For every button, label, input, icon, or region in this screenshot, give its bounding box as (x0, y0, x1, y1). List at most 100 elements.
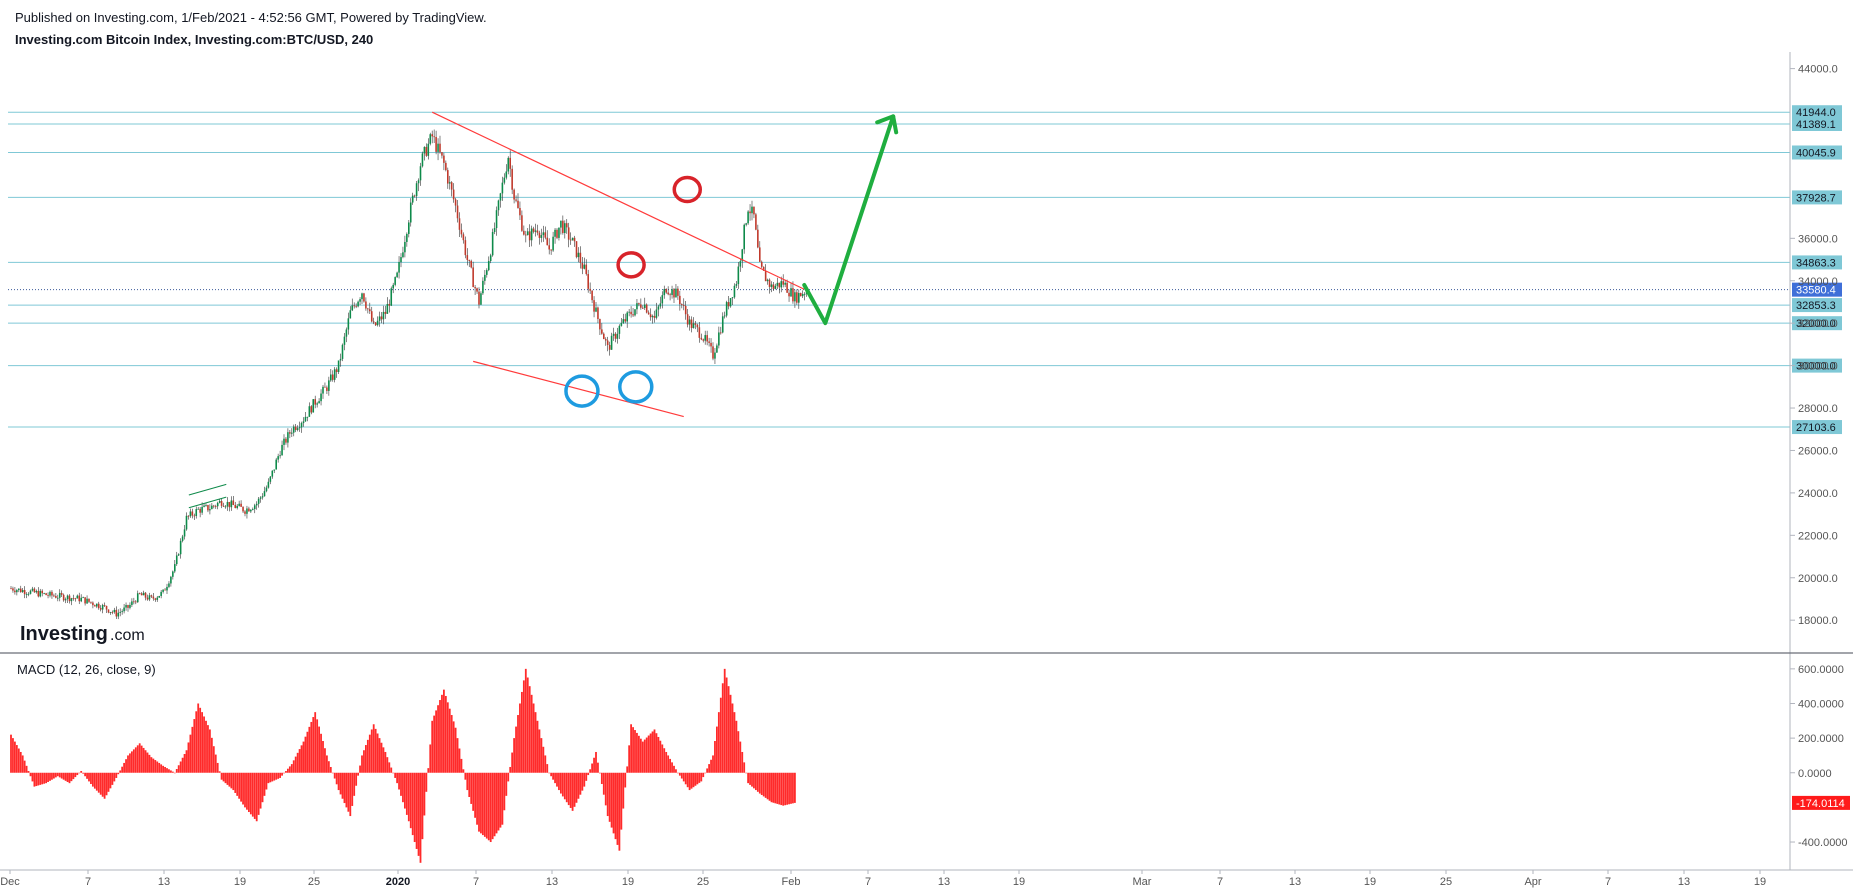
candle-body (735, 284, 738, 286)
candle-body (419, 166, 422, 181)
marker-circle (618, 370, 654, 404)
candle-body (757, 229, 759, 248)
candle-body (127, 605, 129, 608)
macd-bar (690, 772, 693, 789)
candle-body (398, 262, 400, 273)
candle-body (782, 281, 784, 285)
candle-body (622, 319, 625, 323)
candle-body (138, 593, 141, 595)
macd-bar (99, 772, 102, 795)
macd-bar (396, 772, 398, 784)
candle-body (369, 309, 371, 312)
macd-bar (164, 766, 166, 773)
macd-bar (288, 766, 291, 773)
macd-bar (425, 772, 428, 792)
candle-body (585, 264, 588, 275)
candle-body (415, 183, 418, 197)
candle-body (470, 260, 472, 268)
candle-body (554, 229, 556, 237)
time-tick-label: 7 (85, 876, 91, 888)
time-tick-label: 19 (234, 876, 246, 888)
macd-bar (532, 703, 535, 773)
macd-bar (760, 772, 763, 795)
time-tick-label: Feb (782, 876, 801, 888)
level-label: 41389.1 (1796, 119, 1836, 131)
macd-bar (686, 772, 689, 788)
candle-body (624, 319, 627, 322)
candle-body (462, 234, 465, 241)
macd-bar (105, 772, 108, 796)
candle-body (400, 257, 402, 263)
macd-bar (343, 772, 346, 804)
chart-title: Investing.com Bitcoin Index, Investing.c… (15, 32, 374, 47)
candle-body (308, 406, 311, 417)
candle-body (610, 335, 613, 350)
candle-body (207, 505, 209, 511)
macd-bar (327, 761, 330, 773)
macd-bar (316, 719, 319, 773)
candle-body (741, 249, 744, 262)
marker-circle (616, 251, 646, 279)
time-tick-label: 13 (546, 876, 558, 888)
time-tick-label: 19 (1013, 876, 1025, 888)
candle-body (380, 316, 383, 320)
macd-bar (107, 772, 110, 792)
macd-bar (76, 772, 79, 776)
macd-bar (780, 772, 783, 806)
macd-bar (390, 767, 393, 773)
candle-body (587, 274, 589, 289)
macd-bar (304, 736, 307, 773)
candle-body (372, 321, 375, 323)
macd-bar (499, 772, 502, 828)
candle-body (534, 230, 537, 232)
macd-bar (236, 772, 239, 796)
macd-bar (515, 726, 517, 773)
candle-body (218, 500, 221, 503)
macd-bar (519, 703, 521, 773)
candle-body (250, 509, 252, 512)
candle-body (279, 455, 281, 457)
macd-bar (10, 734, 12, 773)
macd-bar (602, 772, 605, 795)
candle-body (788, 292, 790, 297)
candle-body (762, 266, 765, 271)
candle-body (388, 303, 391, 306)
macd-bar (121, 766, 124, 773)
candle-body (597, 307, 599, 320)
macd-bar (680, 772, 683, 779)
candle-body (727, 302, 730, 307)
candle-body (135, 601, 137, 603)
macd-bar (146, 752, 149, 773)
macd-bar (84, 772, 86, 777)
macd-bar (450, 715, 453, 773)
macd-bar (19, 751, 22, 773)
candle-body (230, 500, 233, 508)
macd-bar (753, 772, 755, 789)
macd-bar (179, 761, 182, 773)
candle-body (294, 426, 297, 430)
macd-bar (292, 760, 295, 773)
macd-last-label: -174.0114 (1796, 798, 1845, 810)
macd-bar (195, 711, 198, 773)
macd-bar (189, 734, 192, 773)
macd-bar (454, 727, 457, 773)
candle-body (620, 322, 623, 326)
macd-bar (476, 772, 478, 825)
macd-bar (739, 741, 742, 773)
candle-body (464, 240, 467, 256)
time-tick-label: 13 (1678, 876, 1690, 888)
candle-body (164, 589, 166, 591)
level-tag (1792, 105, 1842, 120)
macd-bar (741, 751, 744, 773)
candle-body (341, 344, 344, 359)
macd-bar (113, 772, 116, 782)
candle-body (790, 288, 792, 297)
candle-body (140, 593, 143, 596)
candle-body (353, 305, 355, 307)
candle-body (487, 261, 490, 271)
macd-bar (552, 772, 554, 780)
candle-body (780, 281, 783, 288)
time-tick-label: 7 (865, 876, 871, 888)
macd-tick-label: -400.0000 (1798, 837, 1848, 849)
